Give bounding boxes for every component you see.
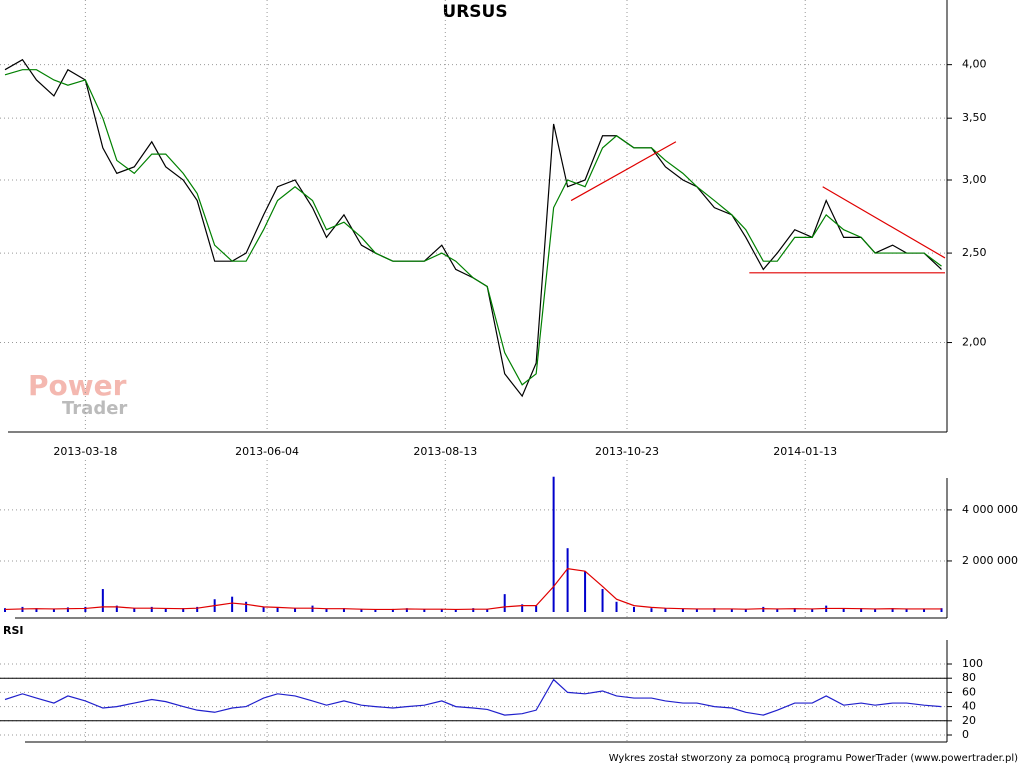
y-tick-label: 100: [962, 657, 983, 670]
volume-bar: [262, 606, 265, 612]
volume-bar: [35, 608, 38, 612]
volume-bar: [196, 606, 199, 612]
volume-bar: [811, 608, 814, 612]
volume-bar: [231, 596, 234, 612]
volume-bar: [552, 476, 555, 612]
volume-bar: [842, 608, 845, 612]
volume-bar: [133, 608, 136, 612]
footer: Wykres został stworzony za pomocą progra…: [609, 753, 1018, 764]
trend-line: [570, 141, 677, 202]
x-tick-label: 2013-08-13: [413, 445, 477, 458]
volume-bar: [601, 589, 604, 612]
y-tick-label: 60: [962, 685, 976, 698]
y-tick-label: 4,00: [962, 58, 987, 71]
volume-bar: [311, 605, 314, 612]
volume-bar: [891, 608, 894, 612]
y-tick-label: 2 000 000: [962, 554, 1018, 567]
volume-bar: [52, 608, 55, 612]
volume-bar: [342, 608, 345, 612]
y-tick-label: 2,00: [962, 336, 987, 349]
y-tick-label: 3,50: [962, 111, 987, 124]
volume-bar: [713, 608, 716, 612]
y-tick-label: 40: [962, 700, 976, 713]
volume-bar: [940, 608, 943, 612]
volume-bar: [584, 571, 587, 612]
volume-bar: [84, 606, 87, 612]
chart-title: URSUS: [442, 2, 507, 22]
volume-bar: [521, 604, 524, 612]
y-tick-label: 2,50: [962, 246, 987, 259]
volume-bar: [294, 608, 297, 612]
volume-bar: [776, 608, 779, 612]
volume-bar: [793, 608, 796, 612]
volume-bar: [360, 609, 363, 612]
volume-bar: [66, 607, 69, 612]
volume-bar: [615, 601, 618, 612]
volume-bar: [860, 608, 863, 612]
volume-bar: [503, 594, 506, 612]
volume-bar: [472, 608, 475, 612]
trend-line: [822, 186, 946, 259]
volume-bar: [4, 608, 6, 612]
volume-bar: [535, 605, 538, 612]
x-tick-label: 2014-01-13: [773, 445, 837, 458]
volume-bar: [923, 608, 926, 612]
volume-bar: [566, 548, 569, 612]
volume-bar: [762, 606, 765, 612]
volume-bar: [374, 609, 377, 612]
volume-bar: [695, 609, 698, 612]
x-tick-label: 2013-10-23: [595, 445, 659, 458]
panel-title: RSI: [3, 624, 24, 637]
y-tick-label: 80: [962, 671, 976, 684]
volume-bar: [486, 609, 489, 612]
volume-bar: [632, 606, 635, 612]
x-tick-label: 2013-03-18: [53, 445, 117, 458]
volume-bar: [405, 608, 408, 612]
volume-bar: [423, 609, 426, 612]
volume-bar: [101, 589, 104, 612]
volume-bar: [874, 608, 877, 612]
volume-bar: [182, 608, 185, 612]
volume-bar: [730, 608, 733, 612]
y-tick-label: 4 000 000: [962, 503, 1018, 516]
volume-bar: [681, 608, 684, 612]
volume-bar: [245, 601, 248, 612]
y-tick-label: 20: [962, 714, 976, 727]
moving-average: [4, 69, 942, 386]
volume-bar: [325, 608, 328, 612]
volume-bar: [454, 609, 457, 612]
price-line: [4, 678, 942, 716]
y-tick-label: 3,00: [962, 173, 987, 186]
volume-bar: [115, 605, 118, 612]
volume-bar: [164, 608, 167, 612]
volume-bar: [650, 608, 653, 612]
watermark: Trader: [62, 398, 127, 419]
volume-bar: [744, 609, 747, 612]
moving-average: [4, 567, 942, 611]
x-tick-label: 2013-06-04: [235, 445, 299, 458]
volume-bar: [664, 608, 667, 612]
volume-bar: [391, 608, 394, 612]
volume-bar: [440, 608, 443, 612]
volume-bar: [905, 608, 908, 612]
watermark: Power: [28, 369, 127, 402]
y-tick-label: 0: [962, 728, 969, 741]
volume-bar: [150, 606, 153, 612]
volume-bar: [276, 607, 279, 612]
